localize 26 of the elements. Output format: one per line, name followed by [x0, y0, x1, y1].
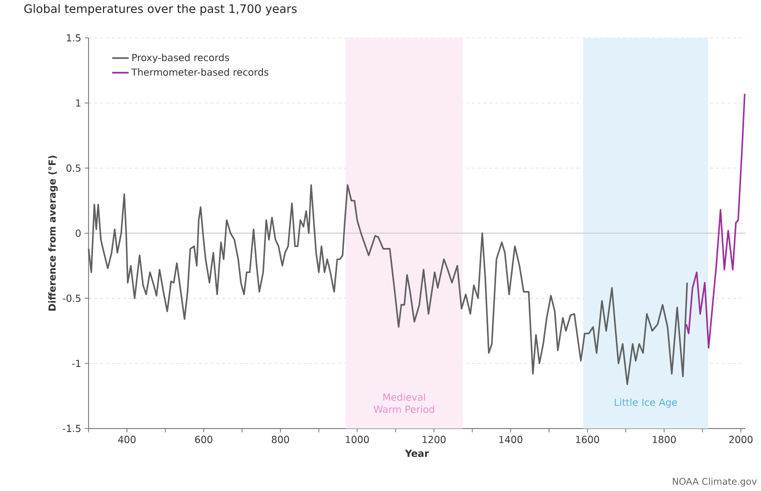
- y-tick-label: -1.5: [62, 425, 80, 432]
- x-tick-label: 1200: [422, 436, 446, 444]
- x-axis-title: Year: [404, 450, 430, 458]
- text: NOAA Climate.gov: [672, 478, 757, 487]
- band-label: Little Ice Age: [614, 398, 677, 408]
- y-tick-label: 1: [76, 100, 80, 107]
- line-series: [88, 184, 688, 386]
- y-tick-label: 0.5: [66, 164, 80, 172]
- legend-label: Thermometer-based records: [131, 68, 268, 76]
- band-label: Medieval Warm Period: [374, 393, 434, 414]
- line-series: [686, 93, 746, 349]
- x-tick-label: 400: [118, 436, 136, 444]
- chart-title: Global temperatures over the past 1,700 years: [24, 4, 297, 16]
- x-tick-label: 600: [195, 436, 212, 444]
- x-tick-label: 1400: [499, 436, 522, 444]
- legend-label: Proxy-based records: [132, 54, 230, 64]
- x-tick-label: 1600: [576, 436, 600, 444]
- y-axis-title: Difference from average (°F): [48, 156, 58, 311]
- x-tick-label: 2000: [729, 436, 753, 444]
- y-tick-label: 1.5: [66, 34, 80, 42]
- y-tick-label: 0: [76, 230, 81, 238]
- y-tick-label: -0.5: [62, 294, 80, 302]
- x-tick-label: 1000: [346, 436, 369, 444]
- x-tick-label: 800: [272, 436, 290, 444]
- y-tick-label: -1: [72, 360, 80, 368]
- x-tick-label: 1800: [652, 436, 676, 444]
